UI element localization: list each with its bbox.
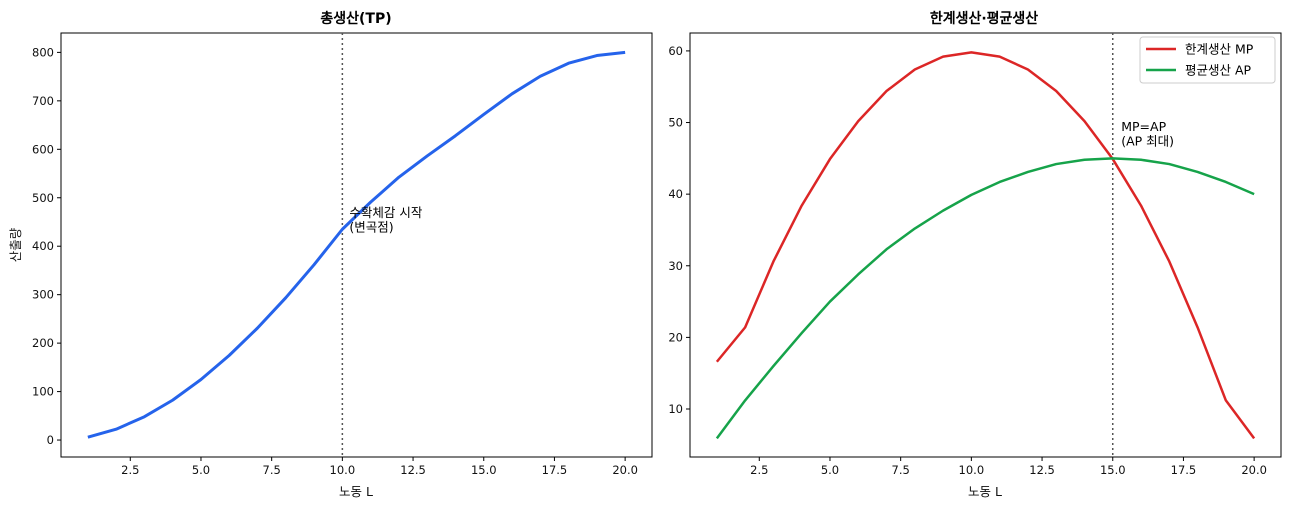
- tp-y-tick-label: 400: [32, 239, 54, 253]
- ma-y-tick-label: 30: [668, 259, 683, 273]
- ma-y-tick-label: 60: [668, 44, 683, 58]
- tp-x-axis-label: 노동 L: [339, 484, 373, 499]
- legend-label-mp: 한계생산 MP: [1185, 42, 1254, 57]
- tp-chart-title: 총생산(TP): [320, 10, 391, 27]
- tp-annotation-line-1: 수확체감 시작: [349, 205, 422, 220]
- tp-x-tick-label: 15.0: [471, 463, 497, 477]
- tp-y-tick-label: 100: [32, 385, 54, 399]
- mp-ap-annotation: MP=AP (AP 최대): [1121, 119, 1174, 148]
- ma-x-tick-label: 15.0: [1100, 463, 1126, 477]
- legend-label-ap: 평균생산 AP: [1185, 63, 1252, 78]
- ma-x-tick-label: 12.5: [1029, 463, 1055, 477]
- tp-y-axis: 0 100 200 300 400 500 600 700 800: [32, 45, 61, 447]
- tp-x-tick-label: 10.0: [330, 463, 356, 477]
- tp-annotation: 수확체감 시작 (변곡점): [349, 205, 426, 234]
- tp-plot-frame: [60, 32, 653, 458]
- mp-ap-series-points: [716, 52, 1255, 439]
- ma-y-tick-label: 10: [668, 402, 683, 416]
- legend: 한계생산 MP 평균생산 AP: [1139, 36, 1276, 84]
- ma-x-tick-label: 5.0: [821, 463, 839, 477]
- tp-x-axis: 2.5 5.0 7.5 10.0 12.5 15.0 17.5 20.0: [121, 457, 638, 477]
- tp-x-tick-label: 2.5: [121, 463, 139, 477]
- ma-y-tick-label: 40: [668, 187, 683, 201]
- tp-x-tick-label: 5.0: [192, 463, 210, 477]
- mp-ap-x-axis: 2.5 5.0 7.5 10.0 12.5 15.0 17.5 20.0: [750, 457, 1267, 477]
- ma-y-tick-label: 50: [668, 116, 683, 130]
- ap-series-line: [715, 157, 1255, 440]
- mp-ap-chart-title: 한계생산·평균생산: [930, 10, 1038, 27]
- tp-y-tick-label: 600: [32, 142, 54, 156]
- mp-ap-x-axis-label: 노동 L: [968, 484, 1002, 499]
- tp-annotation-line-2: (변곡점): [349, 220, 393, 235]
- tp-x-tick-label: 12.5: [400, 463, 426, 477]
- ma-x-tick-label: 10.0: [959, 463, 985, 477]
- tp-chart-panel: 총생산(TP) 2.5 5.0 7.5 10.0 12.5 15.0 17.5 20.0 0 1…: [8, 10, 653, 499]
- mp-series-line: [715, 51, 1256, 440]
- tp-series-points: [87, 52, 626, 438]
- tp-x-tick-label: 17.5: [542, 463, 568, 477]
- tp-y-tick-label: 700: [32, 94, 54, 108]
- mp-ap-annotation-line-2: (AP 최대): [1121, 133, 1174, 148]
- tp-y-tick-label: 800: [32, 45, 54, 59]
- ma-x-tick-label: 7.5: [892, 463, 910, 477]
- mp-ap-y-axis: 10 20 30 40 50 60: [668, 44, 690, 416]
- mp-ap-chart-panel: 한계생산·평균생산 2.5 5.0 7.5 10.0 12.5 15.0 17.5 20.0 …: [668, 10, 1282, 499]
- tp-y-axis-label: 산출량: [8, 227, 23, 262]
- ma-x-tick-label: 17.5: [1171, 463, 1197, 477]
- tp-series-line: [87, 50, 626, 439]
- ma-y-tick-label: 20: [668, 330, 683, 344]
- ma-x-tick-label: 2.5: [750, 463, 768, 477]
- tp-y-tick-label: 0: [47, 433, 54, 447]
- tp-y-tick-label: 300: [32, 288, 54, 302]
- tp-x-tick-label: 7.5: [263, 463, 281, 477]
- mp-ap-plot-frame: [689, 32, 1282, 458]
- ma-x-tick-label: 20.0: [1241, 463, 1267, 477]
- tp-y-tick-label: 200: [32, 336, 54, 350]
- tp-y-tick-label: 500: [32, 191, 54, 205]
- tp-x-tick-label: 20.0: [612, 463, 638, 477]
- mp-ap-annotation-line-1: MP=AP: [1121, 119, 1166, 134]
